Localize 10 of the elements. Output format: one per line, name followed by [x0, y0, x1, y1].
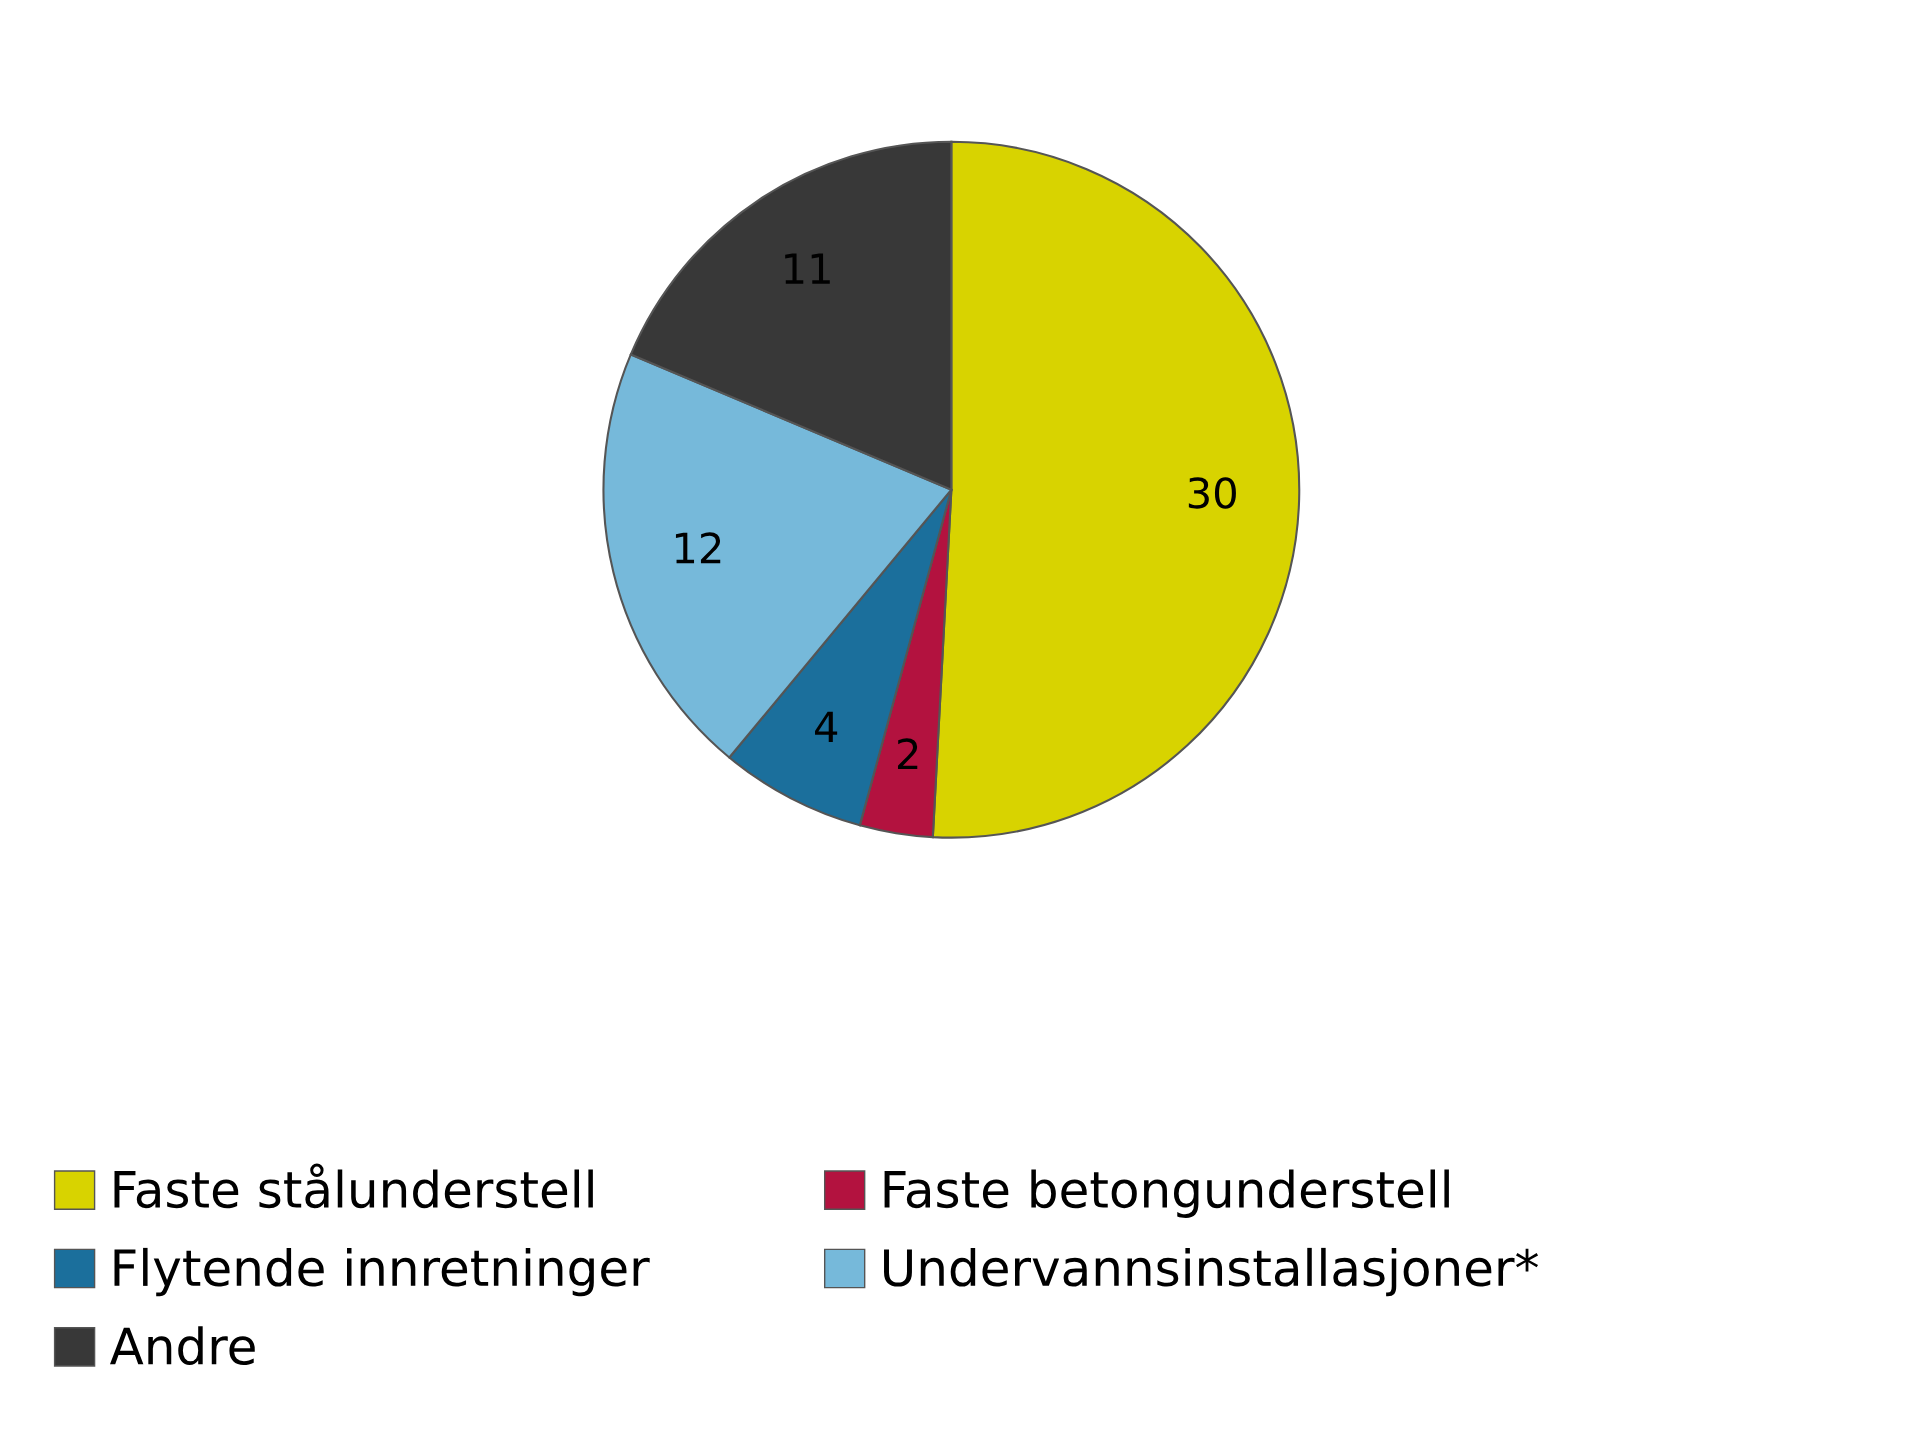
legend-label: Faste betongunderstell [884, 1169, 1449, 1218]
legend-label: Flytende innretninger [114, 1247, 650, 1297]
legend-label: Faste stålunderstell [114, 1163, 593, 1209]
data-label: 30 [1188, 477, 1236, 509]
data-label: 11 [785, 253, 830, 284]
data-label: 12 [675, 532, 721, 564]
legend-label: Undervannsinstallasjoner* [884, 1247, 1539, 1297]
data-label: 4 [815, 711, 838, 742]
legend-label: Andre [109, 1326, 255, 1365]
data-label: 2 [897, 738, 918, 770]
